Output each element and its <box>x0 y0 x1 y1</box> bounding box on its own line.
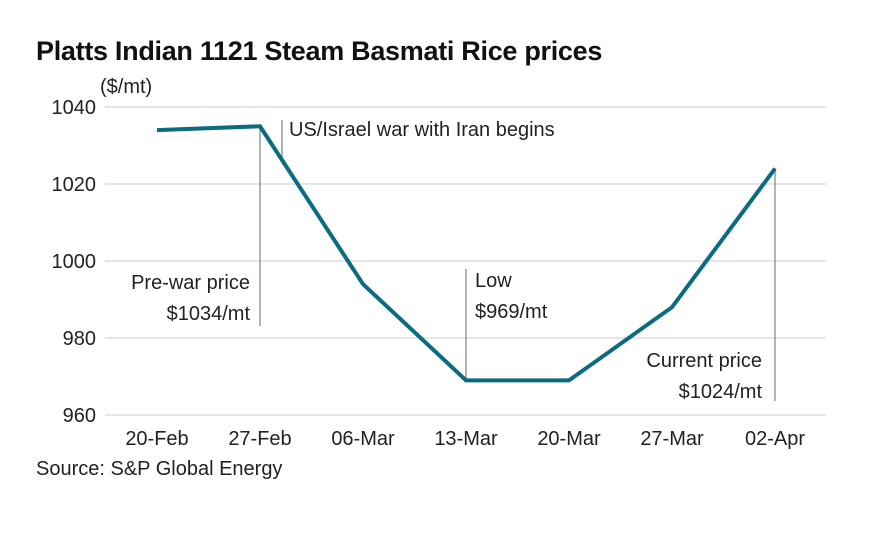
y-tick-label: 1020 <box>52 174 97 196</box>
x-tick-label: 27-Feb <box>228 428 291 450</box>
x-tick-label: 06-Mar <box>331 428 395 450</box>
annotation-current-value: $1024/mt <box>679 381 763 403</box>
x-tick-label: 20-Mar <box>537 428 601 450</box>
y-axis-ticks: 960 980 1000 1020 1040 <box>52 97 97 427</box>
y-tick-label: 960 <box>63 405 96 427</box>
chart-title: Platts Indian 1121 Steam Basmati Rice pr… <box>36 36 603 66</box>
y-axis-unit-label: ($/mt) <box>100 76 153 98</box>
y-tick-label: 1000 <box>52 251 97 273</box>
annotations: US/Israel war with Iran begins Pre-war pr… <box>131 119 776 403</box>
x-tick-label: 13-Mar <box>434 428 498 450</box>
series-layer <box>156 124 777 383</box>
y-tick-label: 1040 <box>52 97 97 119</box>
annotation-low-label: Low <box>475 270 512 292</box>
annotation-war-begins: US/Israel war with Iran begins <box>289 119 555 141</box>
annotation-prewar-value: $1034/mt <box>167 303 251 325</box>
annotation-current-label: Current price <box>646 350 762 372</box>
x-tick-label: 20-Feb <box>125 428 188 450</box>
annotation-prewar-label: Pre-war price <box>131 272 250 294</box>
annotation-low-value: $969/mt <box>475 301 548 323</box>
x-tick-label: 27-Mar <box>640 428 704 450</box>
x-tick-label: 02-Apr <box>745 428 805 450</box>
source-note: Source: S&P Global Energy <box>36 458 283 480</box>
x-axis-ticks: 20-Feb 27-Feb 06-Mar 13-Mar 20-Mar 27-Mar 02-A… <box>125 428 805 450</box>
y-tick-label: 980 <box>63 328 96 350</box>
